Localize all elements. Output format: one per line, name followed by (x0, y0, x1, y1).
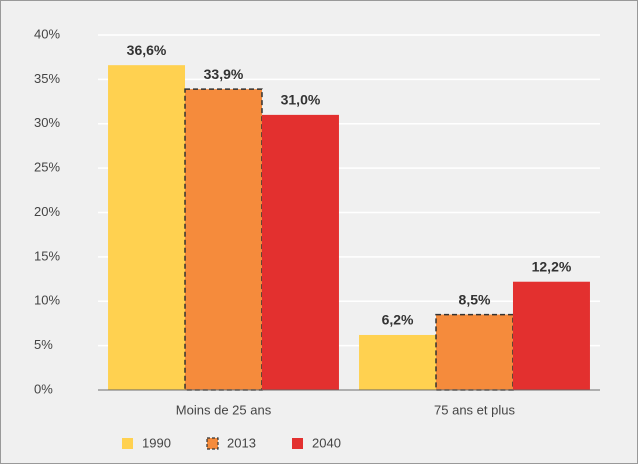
value-label: 31,0% (281, 92, 321, 108)
y-tick-label: 30% (34, 115, 60, 130)
x-tick-label: 75 ans et plus (434, 402, 515, 417)
y-tick-label: 10% (34, 293, 60, 308)
bar (184, 88, 263, 391)
legend-label: 2013 (227, 435, 256, 450)
y-tick-label: 20% (34, 204, 60, 219)
legend-swatch (206, 437, 219, 450)
value-label: 6,2% (382, 312, 414, 328)
legend-swatch (122, 438, 133, 449)
value-label: 8,5% (459, 291, 491, 307)
y-tick-label: 25% (34, 160, 60, 175)
bar (512, 281, 590, 390)
bar (261, 114, 339, 390)
value-label: 12,2% (532, 258, 572, 274)
value-label: 36,6% (127, 42, 167, 58)
bar (359, 334, 437, 390)
legend-swatch (292, 438, 303, 449)
y-tick-label: 35% (34, 71, 60, 86)
y-tick-label: 5% (34, 337, 53, 352)
y-tick-label: 0% (34, 381, 53, 396)
value-label: 33,9% (204, 66, 244, 82)
legend-label: 1990 (142, 435, 171, 450)
y-tick-label: 40% (34, 26, 60, 41)
bar (435, 313, 514, 391)
y-tick-label: 15% (34, 248, 60, 263)
x-tick-label: Moins de 25 ans (176, 402, 272, 417)
legend-label: 2040 (312, 435, 341, 450)
bar (108, 65, 186, 391)
